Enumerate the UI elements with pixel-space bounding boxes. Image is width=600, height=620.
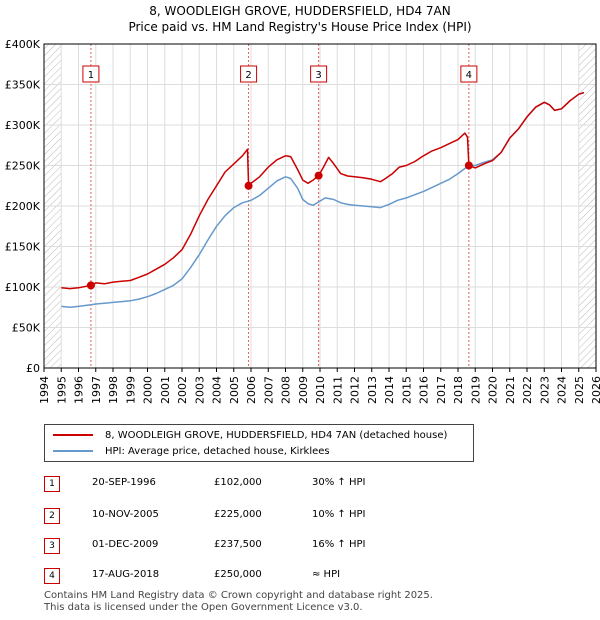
- x-tick-label: 2008: [280, 376, 293, 404]
- x-tick-label: 2014: [383, 376, 396, 404]
- transaction-price: £250,000: [214, 569, 262, 580]
- transaction-row: 1 20-SEP-1996 £102,000 30% ↑ HPI: [44, 476, 444, 494]
- x-tick-label: 2013: [366, 376, 379, 404]
- x-tick-label: 2016: [418, 376, 431, 404]
- x-tick-label: 2007: [262, 376, 275, 404]
- transaction-price: £102,000: [214, 477, 262, 488]
- x-tick-label: 2003: [193, 376, 206, 404]
- y-tick-label: £250K: [5, 160, 41, 173]
- x-tick-label: 1995: [55, 376, 68, 404]
- x-tick-label: 1999: [124, 376, 137, 404]
- legend-label-hpi: HPI: Average price, detached house, Kirk…: [105, 445, 330, 457]
- sale-marker-box: [460, 65, 478, 83]
- y-tick-label: £150K: [5, 241, 41, 254]
- sale-marker-box: [310, 65, 328, 83]
- x-tick-label: 1996: [73, 376, 86, 404]
- chart-subtitle: Price paid vs. HM Land Registry's House …: [128, 20, 472, 34]
- legend-swatch-property: [53, 434, 93, 436]
- transaction-price: £237,500: [214, 539, 262, 550]
- x-tick-label: 1994: [38, 376, 51, 404]
- x-tick-label: 2005: [228, 376, 241, 404]
- x-tick-label: 2000: [142, 376, 155, 404]
- x-tick-label: 2024: [556, 376, 569, 404]
- transaction-hpi: ≈ HPI: [312, 569, 341, 580]
- x-tick-label: 2022: [521, 376, 534, 404]
- x-tick-label: 2020: [487, 376, 500, 404]
- legend-item-hpi: HPI: Average price, detached house, Kirk…: [53, 443, 330, 459]
- footer-licence: This data is licensed under the Open Gov…: [44, 602, 363, 613]
- y-tick-label: £400K: [5, 38, 41, 51]
- sale-marker-box: [82, 65, 100, 83]
- sale-marker-label: 4: [466, 70, 472, 81]
- transaction-badge: 1: [44, 476, 60, 492]
- x-tick-label: 2017: [435, 376, 448, 404]
- x-tick-label: 2015: [400, 376, 413, 404]
- x-tick-label: 2002: [176, 376, 189, 404]
- x-tick-label: 1998: [107, 376, 120, 404]
- x-tick-label: 2018: [452, 376, 465, 404]
- y-tick-label: £100K: [5, 281, 41, 294]
- x-tick-label: 2012: [349, 376, 362, 404]
- footer-copyright: Contains HM Land Registry data © Crown c…: [44, 590, 433, 601]
- y-tick-label: £300K: [5, 119, 41, 132]
- plot-frame: [43, 43, 597, 369]
- y-tick-label: £50K: [12, 322, 41, 335]
- transaction-date: 01-DEC-2009: [92, 539, 159, 550]
- price-chart: 1 2 3 4 £0 £50K £100K £150K £200K £250K £300K £350…: [5, 38, 600, 404]
- x-tick-label: 1997: [90, 376, 103, 404]
- transaction-badge: 3: [44, 538, 60, 554]
- sale-marker-label: 3: [315, 70, 321, 81]
- x-tick-label: 2004: [211, 376, 224, 404]
- legend-swatch-hpi: [53, 450, 93, 452]
- sale-point: [314, 171, 323, 180]
- y-tick-label: £200K: [5, 200, 41, 213]
- x-tick-label: 2001: [159, 376, 172, 404]
- x-tick-label: 2021: [504, 376, 517, 404]
- x-tick-label: 2019: [469, 376, 482, 404]
- transaction-hpi: 30% ↑ HPI: [312, 477, 366, 488]
- y-tick-label: £0: [26, 362, 40, 375]
- transaction-date: 17-AUG-2018: [92, 569, 160, 580]
- transaction-hpi: 16% ↑ HPI: [312, 539, 366, 550]
- property-price-line: [61, 91, 585, 290]
- chart-title: 8, WOODLEIGH GROVE, HUDDERSFIELD, HD4 7A…: [149, 4, 451, 18]
- transaction-badge: 4: [44, 568, 60, 584]
- transaction-hpi: 10% ↑ HPI: [312, 509, 366, 520]
- sale-point: [244, 181, 253, 190]
- legend-item-property: 8, WOODLEIGH GROVE, HUDDERSFIELD, HD4 7A…: [53, 427, 447, 443]
- sale-point: [86, 281, 95, 290]
- sale-marker-label: 2: [245, 70, 251, 81]
- legend: 8, WOODLEIGH GROVE, HUDDERSFIELD, HD4 7A…: [44, 424, 474, 462]
- x-tick-label: 2010: [314, 376, 327, 404]
- sale-point: [464, 161, 473, 170]
- x-tick-label: 2025: [573, 376, 586, 404]
- transaction-row: 3 01-DEC-2009 £237,500 16% ↑ HPI: [44, 538, 444, 556]
- legend-label-property: 8, WOODLEIGH GROVE, HUDDERSFIELD, HD4 7A…: [105, 429, 448, 441]
- transaction-row: 4 17-AUG-2018 £250,000 ≈ HPI: [44, 568, 444, 586]
- transaction-date: 10-NOV-2005: [92, 509, 159, 520]
- x-tick-label: 2009: [297, 376, 310, 404]
- x-tick-label: 2026: [590, 376, 600, 404]
- transaction-date: 20-SEP-1996: [92, 477, 156, 488]
- transaction-price: £225,000: [214, 509, 262, 520]
- x-tick-label: 2006: [245, 376, 258, 404]
- x-tick-label: 2011: [331, 376, 344, 404]
- y-tick-label: £350K: [5, 79, 41, 92]
- sale-marker-label: 1: [88, 70, 94, 81]
- transaction-row: 2 10-NOV-2005 £225,000 10% ↑ HPI: [44, 508, 444, 526]
- transaction-badge: 2: [44, 508, 60, 524]
- sale-marker-box: [240, 65, 258, 83]
- x-tick-label: 2023: [538, 376, 551, 404]
